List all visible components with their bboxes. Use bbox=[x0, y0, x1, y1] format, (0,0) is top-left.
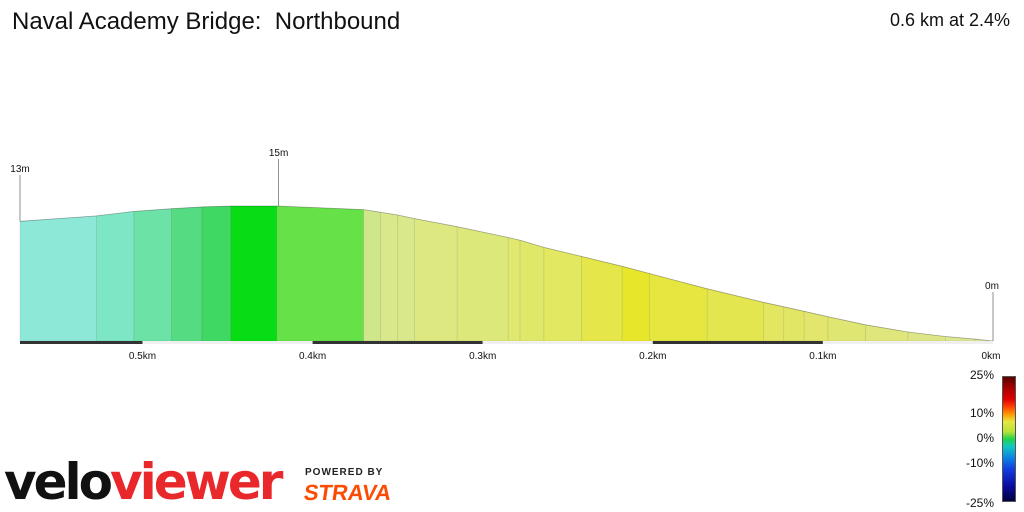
baseline-band bbox=[312, 341, 483, 344]
gradient-legend-label: 25% bbox=[969, 368, 994, 382]
profile-segment bbox=[507, 237, 521, 342]
x-tick-labels: 0.5km 0.4km 0.3km 0.2km 0.1km 0km bbox=[129, 351, 1001, 362]
profile-outline bbox=[19, 205, 994, 342]
profile-segment bbox=[581, 256, 623, 342]
baseline-band bbox=[142, 341, 313, 344]
profile-segment bbox=[276, 205, 364, 342]
profile-segment bbox=[621, 265, 650, 342]
profile-segment bbox=[171, 206, 203, 342]
segment-summary: 0.6 km at 2.4% bbox=[889, 10, 1010, 30]
powered-by-label: POWERED BY bbox=[305, 467, 384, 478]
profile-segment bbox=[380, 211, 398, 342]
logo-viewer: viewer bbox=[110, 453, 283, 511]
elevation-label: 0m bbox=[985, 281, 999, 292]
x-tick-label: 0.3km bbox=[469, 351, 496, 362]
profile-segment bbox=[783, 306, 805, 342]
profile-segment bbox=[133, 208, 172, 342]
profile-segment bbox=[414, 218, 458, 342]
gradient-legend-label: -10% bbox=[965, 455, 994, 470]
baseline-band bbox=[822, 341, 993, 344]
logo-velo: velo bbox=[4, 453, 113, 511]
profile-fill-layer bbox=[19, 205, 994, 342]
profile-segment bbox=[706, 288, 764, 342]
chart-title: Naval Academy Bridge: Northbound bbox=[12, 8, 401, 35]
gradient-legend-bar bbox=[1002, 376, 1016, 502]
profile-segment bbox=[397, 214, 415, 342]
gradient-legend-label: 0% bbox=[976, 431, 994, 445]
elevation-labels: 13m 15m 0m bbox=[10, 148, 999, 341]
x-tick-label: 0.5km bbox=[129, 351, 156, 362]
elevation-label: 15m bbox=[269, 148, 288, 159]
baseline-band bbox=[482, 341, 653, 344]
profile-segment bbox=[543, 247, 582, 342]
baseline-band bbox=[20, 341, 143, 344]
elevation-label: 13m bbox=[10, 164, 29, 175]
profile-segment bbox=[649, 273, 708, 342]
profile-segment bbox=[19, 215, 97, 342]
gradient-legend-label: -25% bbox=[965, 496, 994, 510]
gradient-legend-label: 10% bbox=[969, 406, 994, 421]
veloviewer-logo: veloviewer bbox=[4, 452, 283, 512]
profile-segment bbox=[96, 211, 135, 342]
x-tick-label: 0km bbox=[982, 351, 1001, 362]
profile-segment bbox=[363, 209, 381, 342]
profile-segment bbox=[519, 239, 545, 342]
profile-segment bbox=[456, 226, 509, 342]
profile-segment bbox=[230, 205, 278, 342]
x-tick-label: 0.1km bbox=[809, 351, 836, 362]
profile-segment bbox=[865, 324, 909, 342]
profile-segment bbox=[201, 205, 232, 342]
strava-logo: STRAVA bbox=[302, 480, 394, 505]
distance-baseline bbox=[20, 341, 993, 344]
profile-segment bbox=[763, 301, 785, 342]
profile-segment bbox=[907, 331, 946, 342]
x-tick-label: 0.4km bbox=[299, 351, 326, 362]
baseline-band bbox=[652, 341, 823, 344]
x-tick-label: 0.2km bbox=[639, 351, 666, 362]
